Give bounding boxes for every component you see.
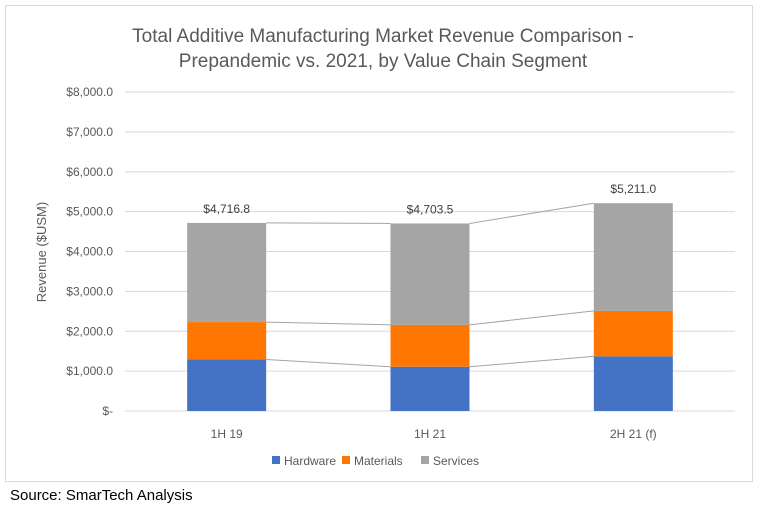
- chart-title-line-1: Total Additive Manufacturing Market Reve…: [132, 26, 634, 47]
- y-tick-label: $4,000.0: [66, 245, 113, 259]
- y-tick-label: $-: [102, 404, 113, 418]
- legend-swatch-materials: [342, 456, 350, 464]
- chart-frame: [5, 5, 753, 482]
- legend-label-hardware: Hardware: [284, 454, 336, 468]
- bar-materials: [187, 322, 267, 360]
- legend-label-services: Services: [433, 454, 479, 468]
- series-line: [266, 222, 391, 224]
- bar-materials: [593, 310, 673, 357]
- legend-swatch-services: [421, 456, 429, 464]
- bar-materials: [390, 324, 470, 367]
- series-line: [469, 202, 594, 224]
- total-data-label: $4,703.5: [407, 202, 454, 216]
- y-tick-label: $1,000.0: [66, 364, 113, 378]
- y-tick-label: $3,000.0: [66, 284, 113, 298]
- y-tick-label: $5,000.0: [66, 205, 113, 219]
- bar-hardware: [390, 366, 470, 411]
- y-tick-label: $7,000.0: [66, 125, 113, 139]
- total-data-label: $4,716.8: [203, 202, 250, 216]
- total-data-label: $5,211.0: [610, 182, 656, 196]
- y-axis-label: Revenue ($USM): [34, 202, 49, 302]
- y-tick-label: $8,000.0: [66, 85, 113, 99]
- bar-services: [390, 223, 470, 325]
- series-line: [266, 359, 391, 368]
- bar-services: [187, 222, 267, 323]
- legend-label-materials: Materials: [354, 454, 403, 468]
- series-line: [469, 310, 594, 326]
- bar-hardware: [187, 359, 267, 411]
- x-tick-label: 2H 21 (f): [610, 427, 657, 441]
- x-tick-label: 1H 19: [211, 427, 243, 441]
- series-line: [469, 355, 594, 368]
- y-tick-label: $2,000.0: [66, 324, 113, 338]
- bar-services: [593, 203, 673, 311]
- legend-swatch-hardware: [272, 456, 280, 464]
- bar-hardware: [593, 356, 673, 411]
- x-tick-label: 1H 21: [414, 427, 446, 441]
- series-line: [266, 321, 391, 326]
- source-note: Source: SmarTech Analysis: [10, 487, 193, 504]
- chart-title-line-2: Prepandemic vs. 2021, by Value Chain Seg…: [179, 51, 588, 72]
- y-tick-label: $6,000.0: [66, 165, 113, 179]
